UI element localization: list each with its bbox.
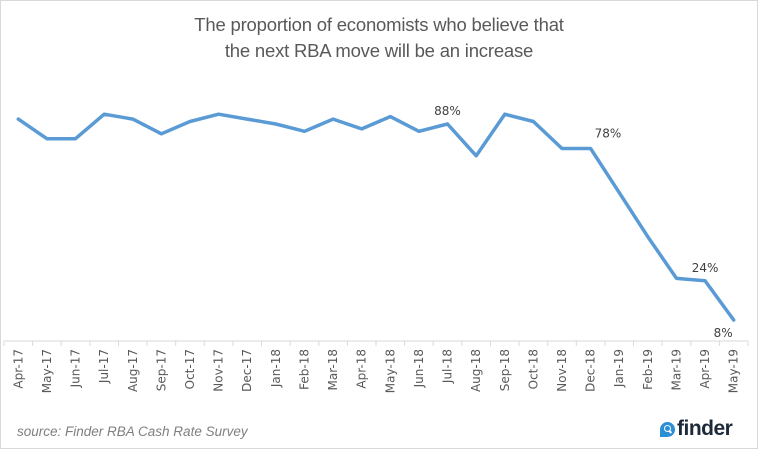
data-point [646,235,650,239]
data-point [188,120,192,123]
data-label: 8% [714,326,733,340]
data-point [159,132,163,136]
x-tick-label: Dec-18 [584,349,598,392]
x-tick-label: Jan-19 [612,349,626,388]
data-point [703,279,707,283]
x-tick-label: Mar-18 [326,349,340,390]
x-tick-label: Oct-18 [526,349,540,389]
data-point [360,127,364,131]
data-point [303,129,306,133]
logo-text: finder [677,417,733,440]
x-tick-label: Apr-17 [11,349,25,389]
chart-title-line-1: The proportion of economists who believe… [194,14,564,35]
x-tick-label: May-18 [383,349,397,393]
data-point [217,112,221,116]
x-tick-label: Aug-18 [469,349,483,392]
x-tick-label: Feb-18 [297,349,311,390]
data-labels: 88% 78% 24% 8% [434,104,733,340]
data-point [131,117,135,121]
data-point [446,122,449,126]
x-tick-label: Oct-17 [183,349,197,389]
x-tick-label: Mar-19 [669,349,683,390]
x-tick-label: Jun-17 [69,349,83,388]
x-tick-label: Sep-17 [154,349,168,391]
data-point [74,137,77,141]
x-tick-label: Feb-19 [641,349,655,390]
x-tick-label: Jan-18 [269,349,283,388]
data-point [732,318,736,322]
x-tick-label: Sep-18 [498,349,512,391]
data-point [388,115,392,119]
data-point [274,122,278,126]
x-tick-label: Nov-17 [212,349,226,392]
data-point [589,147,593,150]
data-point [560,147,564,150]
data-point [16,117,20,121]
data-point [474,154,478,158]
data-point [245,117,249,121]
data-label: 24% [692,261,719,275]
x-axis: Apr-17 May-17 Jun-17 Jul-17 Aug-17 Sep-17 Oct-… [3,340,749,393]
x-tick-label: Aug-17 [126,349,140,392]
data-point [503,112,507,116]
x-tick-label: Jul-18 [441,349,455,384]
data-point [331,117,335,121]
x-tick-label: Jul-17 [97,349,111,384]
x-tick-label: Nov-18 [555,349,569,392]
series-layer [16,112,736,322]
data-point [45,137,49,141]
x-tick-label: May-19 [727,349,741,393]
data-point [102,112,106,116]
data-point [617,191,621,195]
finder-logo: finder [660,417,733,440]
data-point [417,129,421,133]
chart-title-line-2: the next RBA move will be an increase [224,40,534,61]
chart-title: The proportion of economists who believe… [0,12,758,64]
data-point [675,276,678,280]
x-tick-label: Jun-18 [412,349,426,388]
x-tick-label: May-17 [40,349,54,393]
x-tick-label: Apr-18 [355,349,369,389]
series-line [16,112,736,322]
data-label: 88% [434,104,461,118]
data-label: 78% [595,127,622,141]
x-tick-label: Apr-19 [698,349,712,389]
x-tick-label: Dec-17 [240,349,254,392]
source-note: source: Finder RBA Cash Rate Survey [17,424,248,439]
data-point [531,120,535,123]
search-icon [660,421,675,437]
